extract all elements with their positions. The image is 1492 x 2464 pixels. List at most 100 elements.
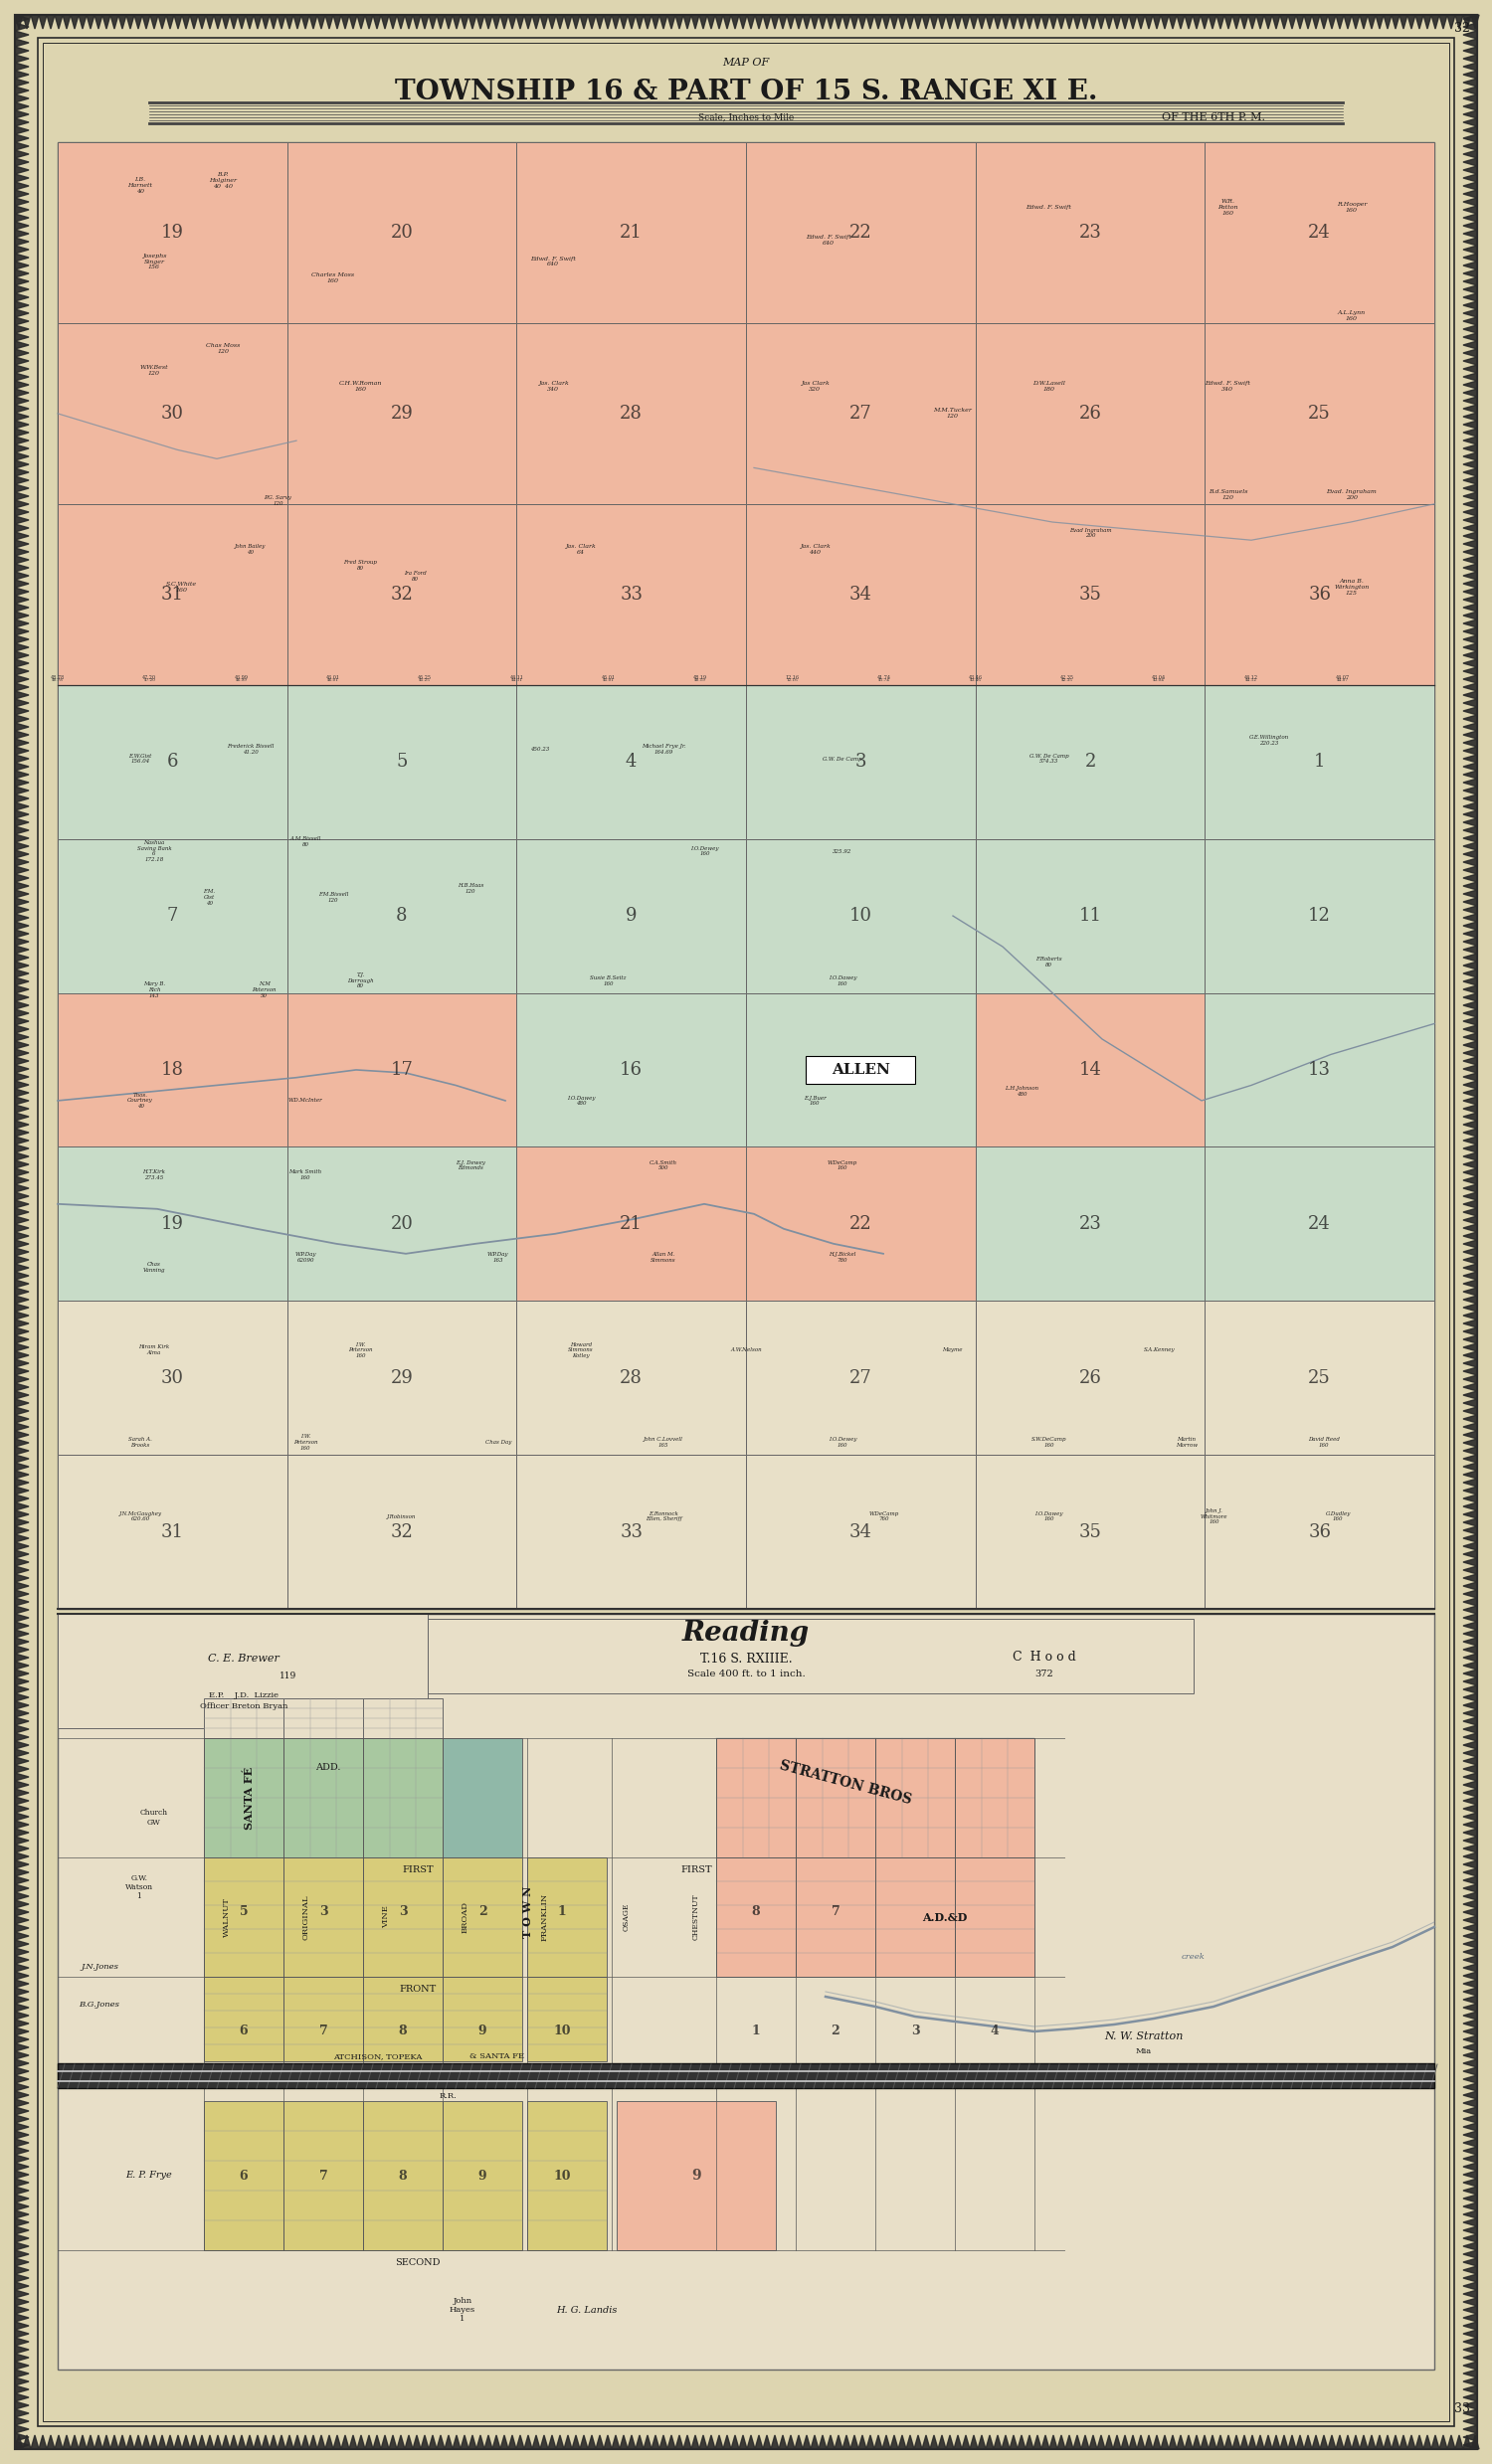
Polygon shape (15, 2195, 28, 2203)
Bar (58, 1301, 286, 1454)
Polygon shape (15, 1671, 28, 1678)
Polygon shape (1097, 15, 1106, 30)
Polygon shape (15, 1907, 28, 1917)
Text: 47.20: 47.20 (142, 675, 157, 680)
Polygon shape (1464, 532, 1477, 540)
Polygon shape (1464, 1217, 1477, 1225)
Polygon shape (15, 39, 28, 47)
Text: Jas. Clark
440: Jas. Clark 440 (800, 545, 830, 554)
Text: 41.74: 41.74 (877, 678, 889, 683)
Polygon shape (1464, 618, 1477, 628)
Polygon shape (1464, 229, 1477, 237)
Bar (58, 505, 286, 685)
Text: Thos.
Courtney
40: Thos. Courtney 40 (127, 1092, 154, 1109)
Bar (283, 2102, 363, 2250)
Polygon shape (1249, 15, 1256, 30)
Polygon shape (1464, 32, 1477, 39)
Polygon shape (1225, 15, 1232, 30)
Polygon shape (15, 207, 28, 214)
Polygon shape (15, 1678, 28, 1685)
Polygon shape (15, 2003, 28, 2011)
Polygon shape (15, 660, 28, 668)
Polygon shape (15, 2067, 28, 2075)
Polygon shape (1407, 15, 1416, 30)
Bar (428, 1619, 1194, 1693)
Polygon shape (1464, 764, 1477, 771)
Polygon shape (15, 94, 28, 103)
Bar (283, 1737, 363, 1858)
Polygon shape (15, 1725, 28, 1732)
Polygon shape (1464, 54, 1477, 62)
Polygon shape (15, 1574, 28, 1582)
Polygon shape (1464, 429, 1477, 436)
Polygon shape (1464, 1343, 1477, 1350)
Polygon shape (612, 2434, 619, 2449)
Polygon shape (15, 1129, 28, 1136)
Bar (516, 143, 746, 323)
Text: 44.11: 44.11 (510, 678, 522, 683)
Polygon shape (1464, 2075, 1477, 2082)
Polygon shape (1464, 1382, 1477, 1392)
Polygon shape (564, 2434, 571, 2449)
Polygon shape (15, 1321, 28, 1328)
Polygon shape (1464, 2028, 1477, 2035)
Polygon shape (1464, 1732, 1477, 1742)
Polygon shape (15, 2417, 28, 2425)
Polygon shape (724, 15, 731, 30)
Polygon shape (15, 2218, 28, 2227)
Polygon shape (1464, 214, 1477, 222)
Bar (516, 505, 746, 685)
Polygon shape (373, 15, 380, 30)
Polygon shape (15, 1614, 28, 1621)
Polygon shape (1464, 1535, 1477, 1542)
Polygon shape (15, 1932, 28, 1939)
Bar (976, 323, 1206, 505)
Polygon shape (325, 2434, 333, 2449)
Polygon shape (1464, 1781, 1477, 1789)
Polygon shape (15, 2178, 28, 2186)
Polygon shape (15, 2186, 28, 2195)
Text: 5: 5 (397, 754, 407, 771)
Polygon shape (15, 2035, 28, 2043)
Text: FRONT: FRONT (400, 1984, 436, 1993)
Polygon shape (1464, 2338, 1477, 2346)
Bar (286, 143, 516, 323)
Polygon shape (810, 15, 819, 30)
Polygon shape (1464, 515, 1477, 525)
Polygon shape (15, 2299, 28, 2306)
Text: ATCHISON, TOPEKA: ATCHISON, TOPEKA (334, 2053, 422, 2060)
Polygon shape (15, 182, 28, 190)
Polygon shape (87, 15, 94, 30)
Polygon shape (46, 2434, 55, 2449)
Polygon shape (1464, 1175, 1477, 1185)
Polygon shape (1464, 1796, 1477, 1804)
Polygon shape (1464, 1072, 1477, 1082)
Polygon shape (15, 1796, 28, 1804)
Polygon shape (158, 2434, 166, 2449)
Polygon shape (15, 229, 28, 237)
Polygon shape (977, 15, 986, 30)
Polygon shape (612, 15, 619, 30)
Polygon shape (468, 15, 476, 30)
Polygon shape (15, 722, 28, 732)
Polygon shape (962, 2434, 970, 2449)
Polygon shape (1464, 182, 1477, 190)
Polygon shape (1464, 1414, 1477, 1422)
Bar (1206, 1301, 1434, 1454)
Bar (616, 2102, 776, 2250)
Polygon shape (1201, 2434, 1209, 2449)
Polygon shape (1464, 1639, 1477, 1646)
Polygon shape (15, 2124, 28, 2131)
Polygon shape (652, 2434, 659, 2449)
Polygon shape (1464, 1446, 1477, 1454)
Polygon shape (15, 2011, 28, 2020)
Bar (1206, 993, 1434, 1146)
Polygon shape (1455, 15, 1464, 30)
Polygon shape (15, 1114, 28, 1121)
Text: SANTA FÉ: SANTA FÉ (243, 1767, 254, 1828)
Polygon shape (1464, 2274, 1477, 2282)
Text: 46.01: 46.01 (327, 678, 339, 683)
Polygon shape (1376, 2434, 1383, 2449)
Polygon shape (1065, 15, 1073, 30)
Text: 28: 28 (619, 1370, 643, 1387)
